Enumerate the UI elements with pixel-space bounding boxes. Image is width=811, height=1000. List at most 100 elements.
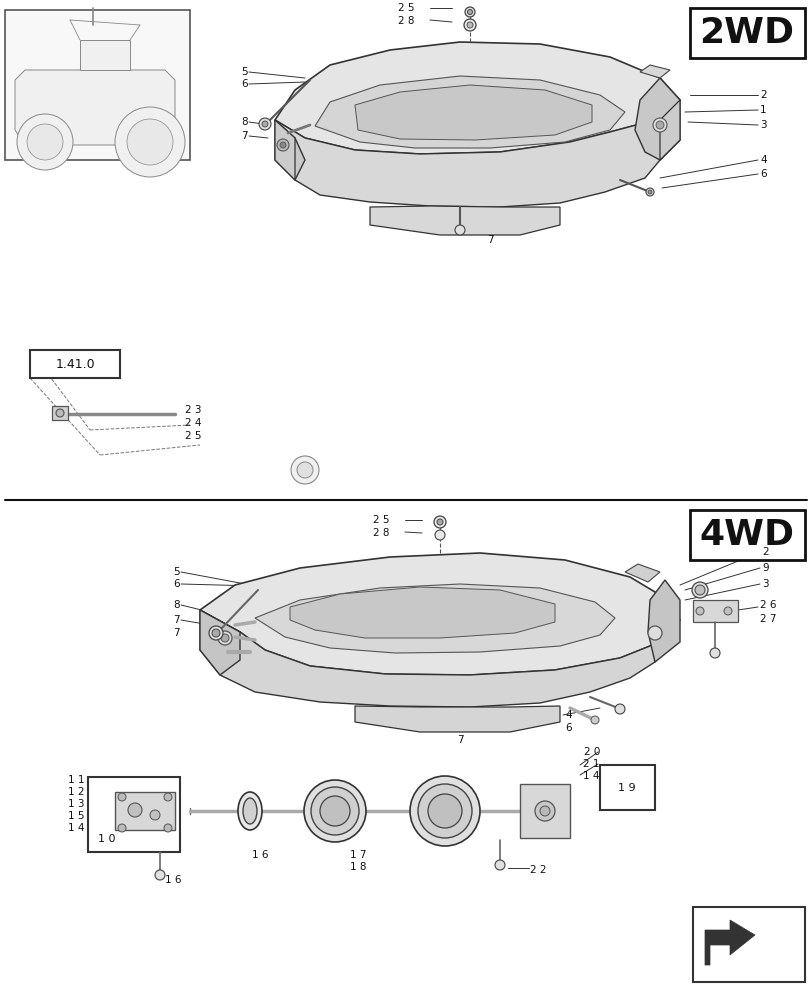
Circle shape [614,704,624,714]
Circle shape [709,648,719,658]
Text: 1 4: 1 4 [583,771,599,781]
Bar [692,600,737,622]
Text: 2 5: 2 5 [185,431,201,441]
Text: 2 5: 2 5 [373,515,389,525]
Polygon shape [354,85,591,140]
Polygon shape [275,120,679,207]
Ellipse shape [427,794,461,828]
Polygon shape [704,920,754,965]
Text: 1: 1 [759,105,766,115]
Circle shape [467,10,472,15]
Text: 2 8: 2 8 [398,16,414,26]
Circle shape [127,119,173,165]
Polygon shape [639,65,669,78]
Text: 7: 7 [174,615,180,625]
Circle shape [590,716,599,724]
Text: 2 8: 2 8 [373,528,389,538]
Circle shape [695,607,703,615]
Circle shape [454,225,465,235]
Polygon shape [634,78,679,160]
Text: 4WD: 4WD [698,518,793,552]
Ellipse shape [238,792,262,830]
Circle shape [655,121,663,129]
Text: 7: 7 [174,628,180,638]
Text: 2 5: 2 5 [398,3,414,13]
Polygon shape [659,100,679,160]
Polygon shape [354,706,560,732]
Ellipse shape [242,798,257,824]
Text: 8: 8 [174,600,180,610]
Circle shape [436,519,443,525]
Text: 2 6: 2 6 [759,600,775,610]
Text: 1 9: 1 9 [617,783,635,793]
Circle shape [17,114,73,170]
Polygon shape [255,584,614,653]
Circle shape [647,626,661,640]
Circle shape [463,19,475,31]
Text: 1 2: 1 2 [68,787,85,797]
Circle shape [221,634,229,642]
Circle shape [128,803,142,817]
Ellipse shape [311,787,358,835]
Text: 3: 3 [761,579,768,589]
Bar [692,907,804,982]
Polygon shape [647,580,679,662]
Circle shape [155,870,165,880]
Text: 2 4: 2 4 [185,418,201,428]
Text: 1 7: 1 7 [350,850,366,860]
Circle shape [217,631,232,645]
Circle shape [534,801,554,821]
Circle shape [539,806,549,816]
Text: 2: 2 [761,547,768,557]
Circle shape [262,121,268,127]
Text: 5: 5 [174,567,180,577]
Polygon shape [200,553,679,675]
Circle shape [465,7,474,17]
Text: 1 1: 1 1 [68,775,85,785]
Circle shape [280,142,285,148]
Circle shape [115,107,185,177]
Text: 1 4: 1 4 [68,823,85,833]
Circle shape [56,409,64,417]
Text: 2 0: 2 0 [583,747,599,757]
Circle shape [433,516,445,528]
Text: 6: 6 [564,723,571,733]
Circle shape [297,462,312,478]
Text: 9: 9 [761,563,768,573]
Text: 3: 3 [759,120,766,130]
Bar [599,765,654,810]
Text: 1 8: 1 8 [350,862,366,872]
Text: 4: 4 [759,155,766,165]
Circle shape [290,456,319,484]
Text: 6: 6 [759,169,766,179]
Circle shape [277,139,289,151]
Text: 6: 6 [174,579,180,589]
Circle shape [723,607,731,615]
Circle shape [495,860,504,870]
Polygon shape [200,610,664,707]
Ellipse shape [410,776,479,846]
Circle shape [212,629,220,637]
Text: 1.41.0: 1.41.0 [55,358,95,370]
Circle shape [118,824,126,832]
Polygon shape [275,42,679,154]
Text: 1 6: 1 6 [251,850,268,860]
Bar [52,406,68,420]
Polygon shape [290,587,554,638]
Text: 4: 4 [564,710,571,720]
Circle shape [118,793,126,801]
Circle shape [647,190,651,194]
Circle shape [435,530,444,540]
Text: 7: 7 [486,235,493,245]
Text: 1 6: 1 6 [165,875,182,885]
Circle shape [652,118,666,132]
Circle shape [466,22,473,28]
Ellipse shape [320,796,350,826]
Text: 2: 2 [759,90,766,100]
Text: 1 3: 1 3 [68,799,85,809]
Text: 7: 7 [456,735,463,745]
Polygon shape [275,120,305,180]
Circle shape [27,124,63,160]
Polygon shape [275,120,294,180]
Polygon shape [624,564,659,582]
